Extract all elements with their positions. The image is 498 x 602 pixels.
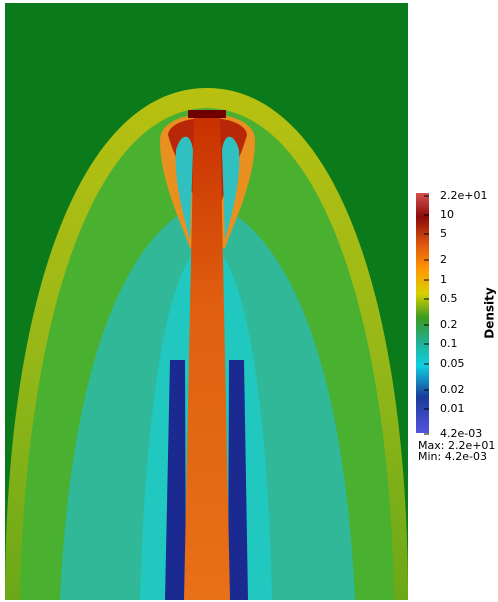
tick-label: 0.1 bbox=[440, 337, 458, 350]
tick-label: 0.2 bbox=[440, 318, 458, 331]
simulation-render bbox=[5, 3, 408, 600]
tick-label: 0.02 bbox=[440, 383, 465, 396]
colorbar-title: Density bbox=[483, 287, 497, 339]
tick-label: 10 bbox=[440, 208, 454, 221]
tick-label: 2 bbox=[440, 253, 447, 266]
working-surface bbox=[188, 110, 226, 118]
min-label: Min: 4.2e-03 bbox=[418, 450, 487, 463]
tick-label: 2.2e+01 bbox=[440, 189, 487, 202]
color-legend: 2.2e+01105210.50.20.10.050.020.014.2e-03… bbox=[416, 189, 497, 463]
colorbar bbox=[416, 193, 429, 433]
tick-label: 5 bbox=[440, 227, 447, 240]
tick-label: 0.01 bbox=[440, 402, 465, 415]
viewport: 2.2e+01105210.50.20.10.050.020.014.2e-03… bbox=[0, 0, 498, 602]
tick-label: 0.05 bbox=[440, 357, 465, 370]
tick-label: 1 bbox=[440, 273, 447, 286]
tick-label: 0.5 bbox=[440, 292, 458, 305]
